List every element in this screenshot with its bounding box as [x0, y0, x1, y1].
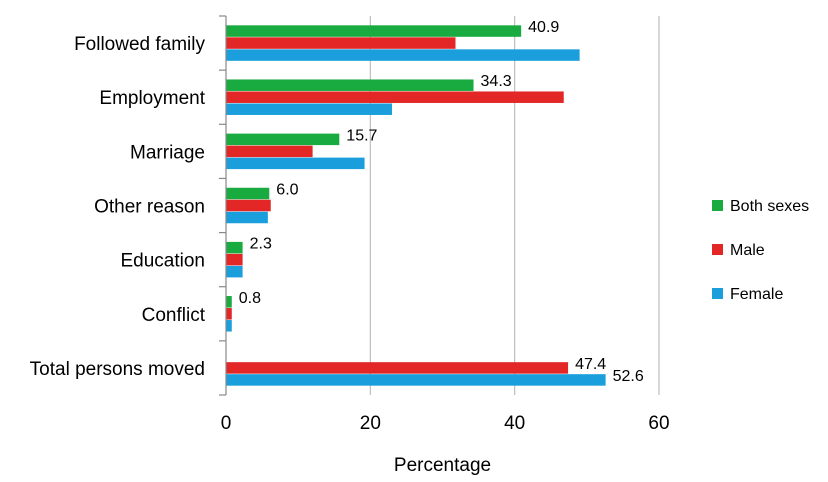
bar-both-sexes — [226, 187, 270, 200]
bar-female — [226, 265, 243, 278]
category-labels: Followed family Employment Marriage Other r… — [30, 34, 206, 380]
bar-both-sexes — [226, 133, 340, 146]
legend-swatch — [712, 200, 723, 211]
data-label: 47.4 — [575, 356, 606, 373]
bar-both-sexes — [226, 241, 243, 254]
bar-both-sexes — [226, 296, 232, 308]
bar-male — [226, 91, 564, 103]
bar-male — [226, 37, 456, 49]
legend-swatch — [712, 288, 723, 299]
category-label: Followed family — [74, 34, 205, 55]
bar-male — [226, 199, 271, 212]
category-axis — [219, 15, 227, 396]
x-tick-label: 40 — [504, 413, 525, 434]
category-label: Total persons moved — [30, 359, 205, 380]
bar-male — [226, 308, 232, 320]
legend: Both sexes Male Female — [712, 198, 809, 303]
bar-female — [226, 157, 365, 170]
bar-female — [226, 103, 392, 115]
category-label: Conflict — [142, 305, 206, 326]
legend-label: Male — [730, 242, 765, 259]
bar-male — [226, 253, 243, 266]
data-label: 6.0 — [276, 182, 298, 199]
x-axis-title: Percentage — [394, 455, 491, 476]
category-label: Marriage — [130, 142, 205, 163]
bar-female — [226, 49, 580, 61]
data-label: 2.3 — [250, 236, 272, 253]
legend-label: Female — [730, 286, 783, 303]
bar-male — [226, 362, 569, 374]
legend-label: Both sexes — [730, 198, 809, 215]
bars — [226, 25, 606, 386]
x-tick-label: 20 — [360, 413, 381, 434]
x-tick-label: 0 — [221, 413, 232, 434]
legend-swatch — [712, 244, 723, 255]
data-label: 40.9 — [528, 19, 559, 36]
category-label: Education — [120, 251, 205, 272]
data-labels: 40.9 34.3 15.7 6.0 2.3 0.8 47.4 52.6 — [239, 19, 644, 385]
value-axis-tick-labels: 0 20 40 60 — [221, 413, 670, 434]
data-label: 15.7 — [346, 127, 377, 144]
category-label: Employment — [99, 88, 205, 109]
data-label: 34.3 — [481, 73, 512, 90]
bar-both-sexes — [226, 25, 522, 37]
bar-female — [226, 320, 232, 332]
bar-female — [226, 211, 268, 224]
data-label: 52.6 — [613, 368, 644, 385]
gridlines — [369, 16, 660, 395]
bar-female — [226, 374, 606, 386]
x-tick-label: 60 — [648, 413, 669, 434]
bar-both-sexes — [226, 79, 474, 91]
bar-male — [226, 145, 313, 158]
data-label: 0.8 — [239, 290, 261, 307]
category-label: Other reason — [94, 197, 205, 218]
